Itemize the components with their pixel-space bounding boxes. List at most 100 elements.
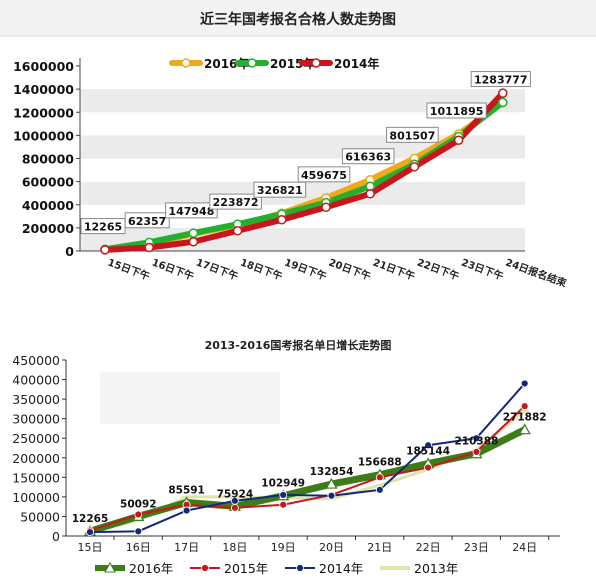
data-point: [182, 506, 191, 515]
data-point: [520, 379, 529, 388]
legend-label: 2015年: [224, 561, 268, 576]
data-label-box: [297, 166, 351, 183]
data-label: 62357: [128, 215, 166, 228]
data-label-box: [386, 126, 439, 143]
data-point: [134, 510, 143, 519]
data-point: [498, 97, 508, 108]
data-label: 132854: [310, 466, 354, 478]
y-tick-label: 400000: [12, 373, 60, 388]
data-label: 210388: [454, 436, 498, 448]
legend-marker: [296, 564, 304, 572]
data-label: 102949: [261, 478, 305, 490]
data-point: [518, 423, 531, 435]
x-tick-label: 22日: [416, 541, 441, 554]
data-point: [424, 441, 433, 450]
y-tick-label: 350000: [12, 392, 60, 407]
data-label: 50092: [120, 498, 157, 510]
data-point: [188, 237, 199, 247]
chart-2-title: 2013-2016国考报名单日增长走势图: [205, 338, 392, 352]
data-label-box: [253, 181, 307, 198]
legend-label: 2014年: [334, 56, 379, 71]
data-point: [375, 473, 384, 482]
x-tick-label: 20日: [319, 541, 344, 554]
data-point: [230, 503, 239, 512]
legend-marker: [201, 564, 209, 572]
data-point: [498, 88, 508, 98]
data-label: 1011895: [430, 105, 484, 118]
data-label: 801507: [389, 129, 435, 142]
x-tick-label: 24日报名结束: [504, 256, 569, 290]
data-label-box: [341, 148, 395, 165]
data-point: [520, 402, 529, 411]
y-tick-label: 1000000: [13, 128, 74, 143]
legend-label: 2016年: [129, 561, 173, 576]
x-tick-label: 19日: [271, 541, 296, 554]
y-tick-label: 400000: [22, 198, 74, 213]
y-tick-label: 150000: [12, 470, 60, 485]
data-point: [321, 202, 331, 213]
data-label: 12265: [84, 221, 122, 234]
x-tick-label: 20日下午: [327, 256, 373, 283]
chart-1-title: 近三年国考报名合格人数走势图: [200, 11, 396, 28]
x-tick-label: 18日下午: [239, 256, 285, 283]
x-tick-label: 24日: [512, 541, 537, 554]
data-point: [453, 135, 464, 145]
data-point: [230, 496, 239, 505]
legend-marker: [247, 58, 257, 68]
x-tick-label: 21日: [367, 541, 392, 554]
data-point: [134, 527, 143, 536]
data-label: 156688: [358, 457, 402, 469]
legend-label: 2013年: [414, 561, 458, 576]
data-label: 1283777: [474, 74, 528, 87]
y-tick-label: 100000: [12, 490, 60, 505]
data-label-box: [470, 71, 531, 88]
data-label-box: [165, 202, 218, 219]
data-label: 616363: [345, 151, 391, 164]
x-tick-label: 21日下午: [371, 256, 417, 283]
x-tick-label: 16日: [126, 541, 151, 554]
x-tick-label: 15日: [78, 541, 103, 554]
y-tick-label: 1200000: [13, 105, 74, 120]
grid-band: [80, 89, 525, 113]
y-tick-label: 0: [52, 529, 60, 544]
x-tick-label: 18日: [222, 541, 247, 554]
y-tick-label: 250000: [12, 431, 60, 446]
x-tick-label: 16日下午: [150, 256, 196, 283]
data-label: 185144: [406, 446, 450, 458]
y-tick-label: 200000: [12, 451, 60, 466]
chart-1-cumulative: 近三年国考报名合格人数走势图 0 200000 400000 600000 800000 1…: [0, 0, 596, 290]
title-bar: [0, 0, 596, 36]
data-point: [144, 242, 154, 253]
y-tick-label: 800000: [22, 152, 74, 167]
x-tick-label: 17日: [174, 541, 199, 554]
y-tick-label: 0: [65, 244, 74, 259]
series-line: [102, 90, 506, 253]
legend-label: 2016年: [204, 56, 249, 71]
data-point: [100, 245, 110, 255]
data-label: 147948: [168, 205, 214, 218]
data-label: 75924: [217, 488, 254, 500]
x-tick-label: 19日下午: [283, 256, 329, 283]
data-point: [279, 491, 288, 499]
data-point: [365, 189, 375, 199]
data-label-box: [124, 212, 170, 229]
x-tick-label: 23日: [464, 541, 489, 554]
data-point: [279, 500, 288, 509]
data-label: 12265: [72, 513, 109, 525]
legend-marker: [181, 58, 191, 68]
y-tick-label: 1400000: [13, 82, 74, 97]
data-point: [409, 162, 420, 172]
legend-marker: [104, 561, 116, 573]
y-tick-label: 1600000: [13, 59, 74, 74]
data-label: 85591: [168, 485, 205, 497]
series-line: [89, 382, 526, 534]
data-point: [472, 434, 481, 443]
data-point: [325, 477, 338, 489]
legend-label: 2015年: [270, 56, 315, 71]
data-point: [424, 463, 433, 472]
x-tick-label: 15日下午: [106, 256, 152, 283]
data-label-box: [209, 193, 262, 210]
y-tick-label: 50000: [20, 509, 60, 524]
legend-marker: [311, 58, 321, 68]
